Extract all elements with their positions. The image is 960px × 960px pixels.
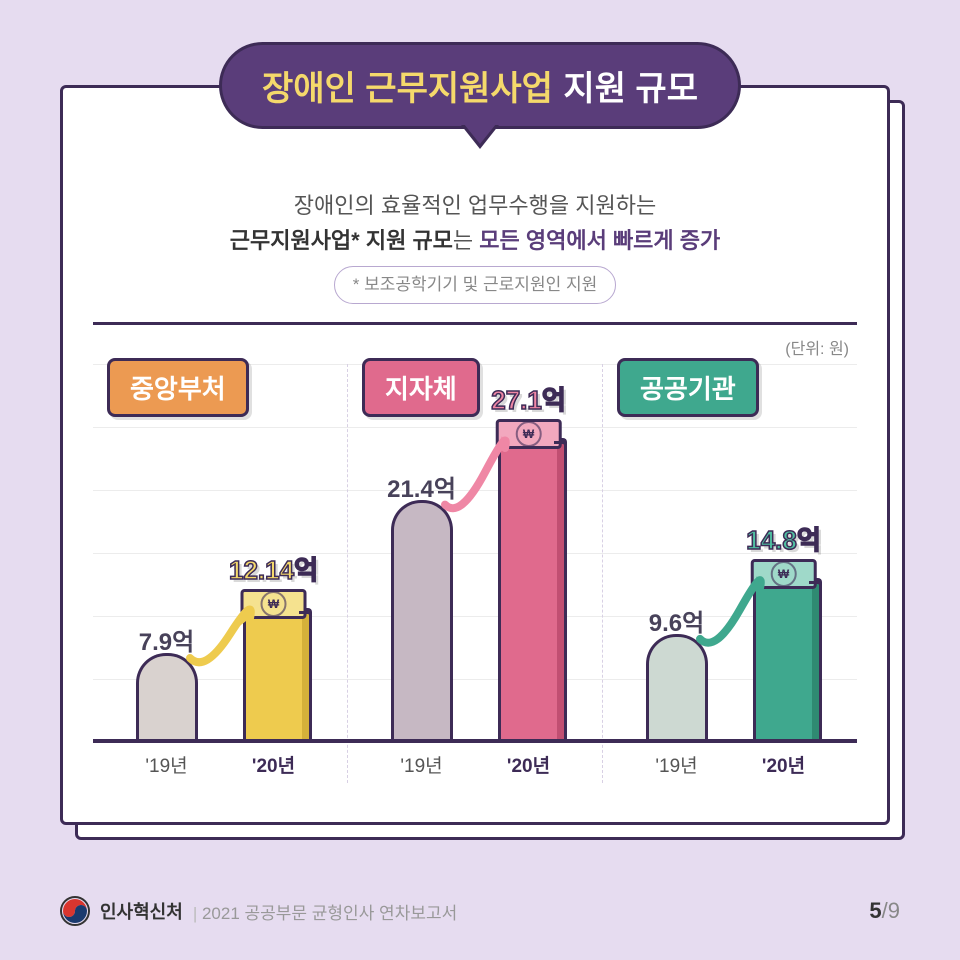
bar-20-badge: 14.8억₩ — [746, 520, 821, 589]
x-labels: '19년 '20년 — [93, 743, 347, 783]
bar-20-value: 12.14억 — [229, 550, 318, 587]
bars: 7.9억 12.14억₩ — [93, 403, 347, 743]
xlabel-19: '19년 — [131, 743, 203, 783]
xlabel-20: '20년 — [748, 743, 820, 783]
bar-19: 21.4억 — [386, 500, 458, 743]
money-icon: ₩ — [240, 589, 306, 619]
bar-20-value: 14.8억 — [746, 520, 821, 557]
subtitle-line1: 장애인의 효율적인 업무수행을 지원하는 — [93, 188, 857, 223]
chart-group: 중앙부처7.9억12.14억₩'19년'20년 — [93, 364, 348, 783]
bars: 9.6억 14.8억₩ — [603, 403, 857, 743]
title-main: 장애인 근무지원사업 — [262, 70, 553, 108]
bar-19-value: 9.6억 — [649, 603, 704, 638]
footnote: * 보조공학기기 및 근로지원인 지원 — [334, 266, 616, 303]
bar-19-value: 21.4억 — [387, 469, 456, 504]
footer-left: 인사혁신처 2021 공공부문 균형인사 연차보고서 — [60, 896, 457, 926]
bar-20-value: 27.1억 — [491, 380, 566, 417]
chart-group: 지자체21.4억27.1억₩'19년'20년 — [348, 364, 603, 783]
bar-20: 14.8억₩ — [748, 575, 820, 743]
divider — [93, 322, 857, 325]
footer-org: 인사혁신처 — [100, 898, 183, 924]
group-label: 공공기관 — [617, 358, 759, 417]
x-labels: '19년 '20년 — [348, 743, 602, 783]
logo-icon — [60, 896, 90, 926]
subtitle: 장애인의 효율적인 업무수행을 지원하는 근무지원사업* 지원 규모는 모든 영… — [93, 188, 857, 304]
page-current: 5 — [869, 898, 881, 923]
xlabel-19: '19년 — [641, 743, 713, 783]
bar-20: 27.1억₩ — [493, 435, 565, 742]
bar-19: 9.6억 — [641, 634, 713, 743]
footer-sub: 2021 공공부문 균형인사 연차보고서 — [193, 899, 457, 924]
page-indicator: 5/9 — [869, 898, 900, 924]
subtitle-bold: 근무지원사업* 지원 규모 — [230, 228, 453, 253]
bar-20-badge: 27.1억₩ — [491, 380, 566, 449]
title-sub: 지원 규모 — [563, 70, 698, 108]
bar-20-badge: 12.14억₩ — [229, 550, 318, 619]
card: 장애인의 효율적인 업무수행을 지원하는 근무지원사업* 지원 규모는 모든 영… — [60, 85, 890, 825]
subtitle-line2: 근무지원사업* 지원 규모는 모든 영역에서 빠르게 증가 — [93, 223, 857, 258]
bar-19: 7.9억 — [131, 653, 203, 743]
xlabel-20: '20년 — [493, 743, 565, 783]
page-total: /9 — [882, 898, 900, 923]
xlabel-19: '19년 — [386, 743, 458, 783]
group-label: 중앙부처 — [107, 358, 249, 417]
money-icon: ₩ — [496, 419, 562, 449]
baseline — [93, 739, 857, 743]
subtitle-plain: 는 — [453, 228, 479, 253]
chart-group: 공공기관9.6억14.8억₩'19년'20년 — [603, 364, 857, 783]
bars: 21.4억 27.1억₩ — [348, 403, 602, 743]
bar-20: 12.14억₩ — [238, 605, 310, 743]
bar-19-value: 7.9억 — [139, 622, 194, 657]
unit-label: (단위: 원) — [93, 335, 849, 359]
xlabel-20: '20년 — [238, 743, 310, 783]
x-labels: '19년 '20년 — [603, 743, 857, 783]
subtitle-purple: 모든 영역에서 빠르게 증가 — [479, 228, 720, 253]
footer: 인사혁신처 2021 공공부문 균형인사 연차보고서 5/9 — [60, 896, 900, 926]
chart: 중앙부처7.9억12.14억₩'19년'20년지자체21.4억27.1억₩'19… — [93, 363, 857, 783]
title-bubble: 장애인 근무지원사업 지원 규모 — [219, 42, 741, 129]
group-label: 지자체 — [362, 358, 480, 417]
money-icon: ₩ — [751, 559, 817, 589]
